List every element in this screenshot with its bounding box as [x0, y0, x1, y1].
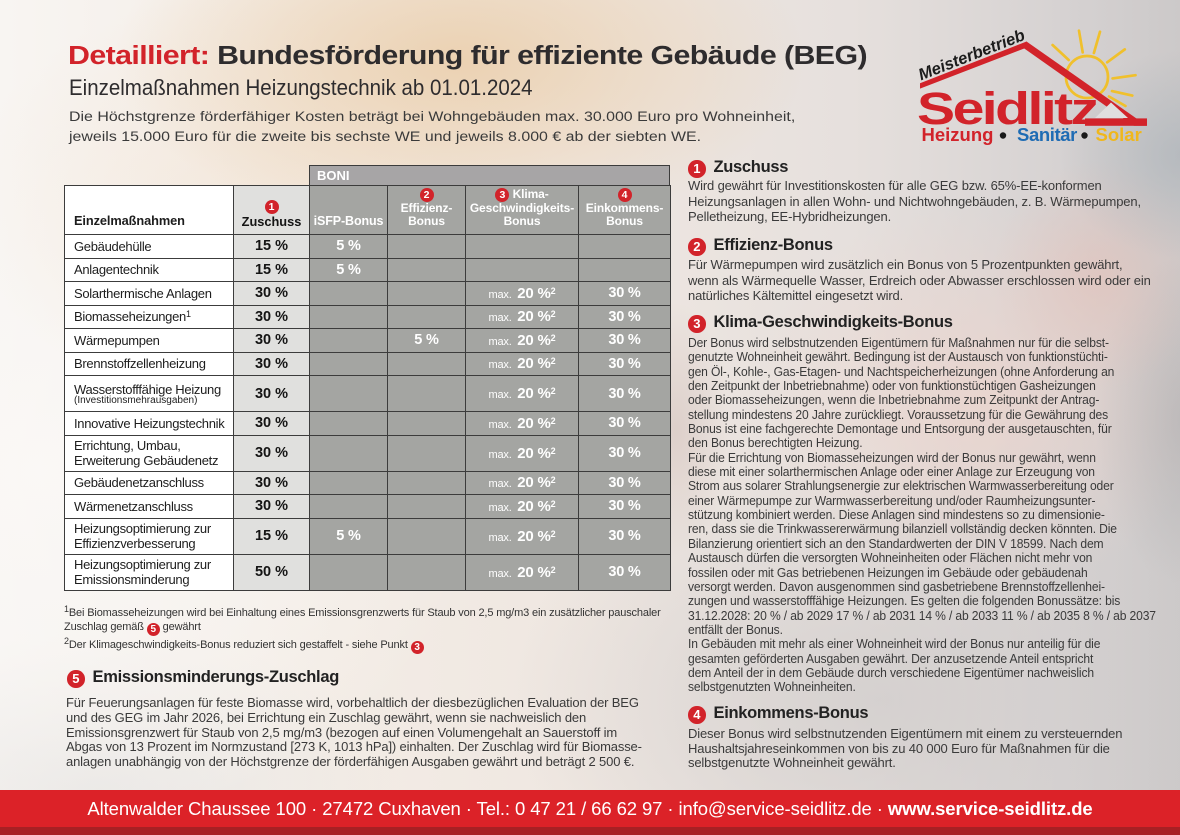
svg-text:Solar: Solar — [1096, 124, 1142, 145]
svg-text:Seidlitz: Seidlitz — [917, 83, 1097, 134]
svg-text:Sanitär: Sanitär — [1017, 124, 1077, 145]
svg-text:Heizung: Heizung — [922, 124, 994, 145]
svg-text:Meisterbetrieb: Meisterbetrieb — [916, 26, 1028, 84]
